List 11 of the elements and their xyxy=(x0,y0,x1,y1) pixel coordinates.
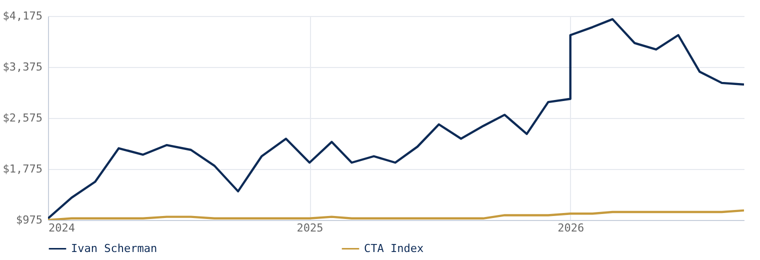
y-tick-label: $975 xyxy=(16,214,42,226)
line-series xyxy=(48,18,744,220)
y-tick-label: $1,775 xyxy=(2,162,42,176)
y-tick-label: $2,575 xyxy=(2,112,42,124)
legend-label: CTA Index xyxy=(364,242,424,255)
y-tick-label: $3,375 xyxy=(2,60,42,74)
y-tick-label: $4,175 xyxy=(2,10,42,22)
x-tick-label: 2025 xyxy=(296,222,324,234)
legend-label: Ivan Scherman xyxy=(71,242,158,255)
x-tick-label: 2026 xyxy=(558,222,584,234)
x-tick-label: 2024 xyxy=(48,222,76,234)
